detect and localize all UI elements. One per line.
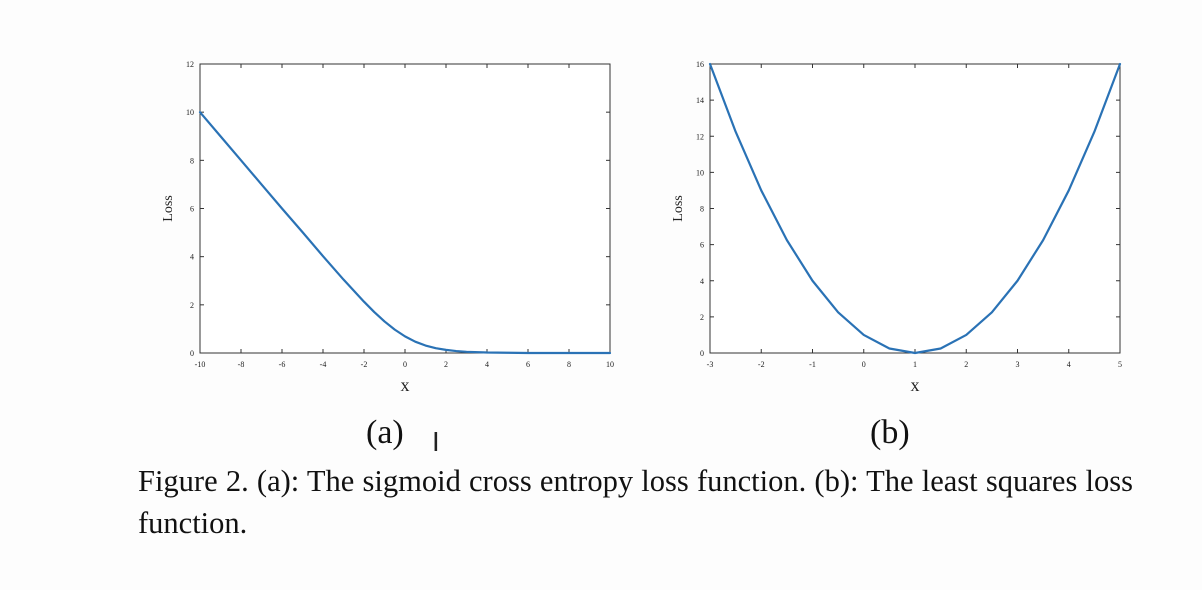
x-tick-label: -8 [238, 360, 245, 369]
y-tick-label: 0 [700, 349, 704, 358]
y-tick-label: 14 [696, 96, 704, 105]
x-tick-label: 4 [1067, 360, 1071, 369]
y-tick-label: 2 [700, 313, 704, 322]
y-tick-label: 16 [696, 60, 704, 69]
figure-caption: Figure 2. (a): The sigmoid cross entropy… [138, 464, 1133, 540]
x-tick-label: 3 [1016, 360, 1020, 369]
x-tick-label: -2 [361, 360, 368, 369]
y-tick-label: 10 [696, 168, 704, 177]
x-tick-label: -6 [279, 360, 286, 369]
x-tick-label: -3 [707, 360, 714, 369]
x-tick-label: 2 [964, 360, 968, 369]
x-tick-label: 4 [485, 360, 489, 369]
axes-box [709, 63, 1121, 354]
x-tick-label: -2 [758, 360, 765, 369]
plot-b: -3 -2 -1 0 1 2 3 4 5 0 2 4 6 8 10 12 14 16 x Loss [640, 40, 1140, 410]
x-axis-label: x [911, 375, 920, 395]
x-tick-label: 1 [913, 360, 917, 369]
x-tick-label: -1 [809, 360, 816, 369]
y-tick-label: 6 [700, 241, 704, 250]
x-tick-label: -10 [195, 360, 206, 369]
y-axis-label: Loss [161, 195, 176, 221]
y-tick-label: 4 [190, 253, 194, 262]
loss-curve-line [708, 62, 1122, 355]
y-tick-label: 10 [186, 108, 194, 117]
x-tick-label: 10 [606, 360, 614, 369]
x-tick-label: 6 [526, 360, 530, 369]
x-tick-label: 8 [567, 360, 571, 369]
y-tick-label: 12 [186, 60, 194, 69]
loss-curve-line [198, 111, 612, 355]
x-tick-label: 2 [444, 360, 448, 369]
y-tick-label: 8 [700, 205, 704, 214]
subfigure-label-b: (b) [870, 414, 910, 451]
x-tick-label: -4 [320, 360, 327, 369]
y-tick-label: 0 [190, 349, 194, 358]
y-tick-label: 2 [190, 301, 194, 310]
y-tick-label: 12 [696, 132, 704, 141]
y-axis-label: Loss [671, 195, 686, 221]
y-tick-label: 6 [190, 205, 194, 214]
chart-svg: -10 -8 -6 -4 -2 0 2 4 6 8 10 0 2 4 6 8 10 12 x Loss [161, 60, 614, 395]
x-tick-label: 0 [403, 360, 407, 369]
y-tick-label: 4 [700, 277, 704, 286]
axes-box [199, 63, 611, 354]
subfigure-label-a: (a) [366, 414, 404, 451]
x-axis-label: x [401, 375, 410, 395]
plot-a: -10 -8 -6 -4 -2 0 2 4 6 8 10 0 2 4 6 8 10 12 x Loss [130, 40, 630, 410]
y-tick-label: 8 [190, 156, 194, 165]
text-cursor-icon: I [432, 428, 440, 458]
x-tick-label: 0 [862, 360, 866, 369]
x-tick-label: 5 [1118, 360, 1122, 369]
